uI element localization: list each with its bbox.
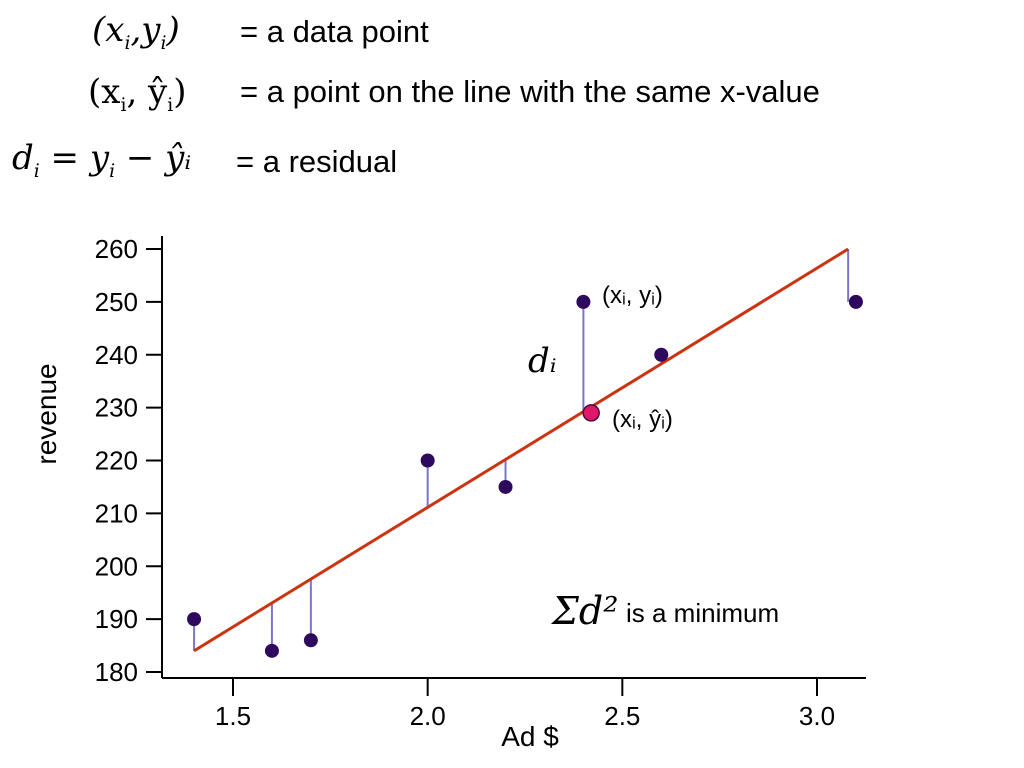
residual-description: = a residual bbox=[236, 144, 398, 179]
x-tick-label-2.5: 2.5 bbox=[604, 701, 640, 731]
sum-symbol: Σd² bbox=[550, 589, 618, 633]
x-axis-title: Ad $ bbox=[501, 721, 559, 752]
regression-line bbox=[193, 247, 849, 653]
fit-line bbox=[193, 247, 849, 653]
legend-row-residual: di = yi − ŷᵢ = a residual bbox=[0, 138, 1024, 186]
residual-label: dᵢ bbox=[528, 341, 557, 381]
data-point-3 bbox=[420, 453, 435, 468]
line-point-description: = a point on the line with the same x-va… bbox=[240, 74, 820, 109]
residual-symbol: di = yi − ŷᵢ bbox=[12, 138, 192, 182]
data-point-symbol: (xi,yi) bbox=[92, 10, 180, 54]
data-point-description: = a data point bbox=[240, 14, 429, 49]
legend-row-data-point: (xi,yi) = a data point bbox=[0, 8, 1024, 56]
sum-text: is a minimum bbox=[626, 598, 779, 628]
annotations: (xᵢ, yᵢ) (xᵢ, ŷᵢ) dᵢ Σd² is a minimum bbox=[528, 282, 779, 633]
data-point-7 bbox=[848, 294, 863, 309]
data-points bbox=[187, 294, 863, 658]
y-tick-label-220: 220 bbox=[95, 446, 138, 476]
y-axis-title: revenue bbox=[31, 363, 62, 464]
y-tick-label-200: 200 bbox=[95, 551, 138, 581]
line-point-symbol: (xi, ŷi) bbox=[88, 72, 187, 116]
data-point-4 bbox=[498, 479, 513, 494]
x-tick-label-2: 2.0 bbox=[410, 701, 446, 731]
data-point-0 bbox=[187, 612, 202, 627]
line-point-label: (xᵢ, ŷᵢ) bbox=[612, 406, 673, 433]
fitted-point bbox=[582, 404, 600, 422]
data-point-6 bbox=[654, 347, 669, 362]
legend-row-line-point: (xi, ŷi) = a point on the line with the … bbox=[0, 70, 1024, 118]
x-tick-label-1.5: 1.5 bbox=[215, 701, 251, 731]
y-tick-label-240: 240 bbox=[95, 340, 138, 370]
axes: 180 190 200 210 220 230 240 250 260 1.5 2.0 2.5 3.0 A… bbox=[31, 234, 866, 752]
data-point-5 bbox=[576, 294, 591, 309]
data-point-1 bbox=[264, 643, 279, 658]
y-tick-label-190: 190 bbox=[95, 604, 138, 634]
y-tick-label-210: 210 bbox=[95, 498, 138, 528]
y-tick-label-260: 260 bbox=[95, 234, 138, 264]
y-tick-label-180: 180 bbox=[95, 657, 138, 687]
x-tick-label-3: 3.0 bbox=[799, 701, 835, 731]
data-point-label: (xᵢ, yᵢ) bbox=[602, 282, 663, 309]
y-tick-label-230: 230 bbox=[95, 393, 138, 423]
data-point-2 bbox=[303, 633, 318, 648]
y-tick-label-250: 250 bbox=[95, 287, 138, 317]
